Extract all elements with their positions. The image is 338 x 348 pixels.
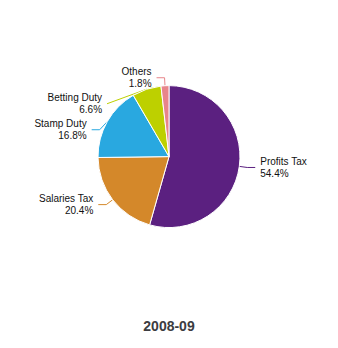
svg-text:Others: Others [122,66,152,77]
svg-text:2008-09: 2008-09 [143,318,195,334]
svg-text:Profits Tax: Profits Tax [260,156,307,167]
svg-text:6.6%: 6.6% [79,104,102,115]
svg-text:Betting Duty: Betting Duty [48,92,102,103]
svg-text:16.8%: 16.8% [58,130,86,141]
svg-text:Stamp Duty: Stamp Duty [34,118,86,129]
svg-text:20.4%: 20.4% [65,205,93,216]
svg-text:1.8%: 1.8% [129,78,152,89]
svg-text:54.4%: 54.4% [260,168,288,179]
svg-text:Salaries Tax: Salaries Tax [39,193,93,204]
